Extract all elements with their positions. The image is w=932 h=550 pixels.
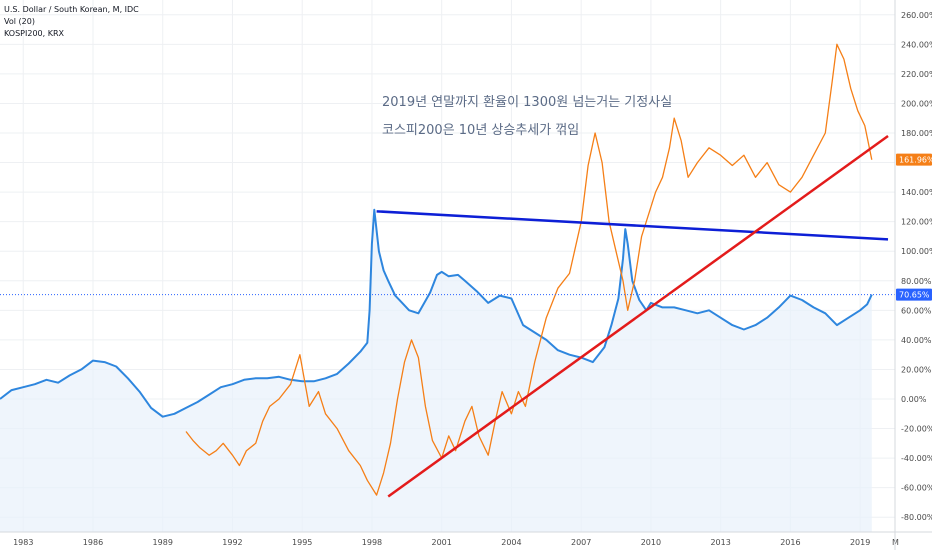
y-tick-label: 0.00% <box>901 395 927 404</box>
red-trendline <box>387 134 889 498</box>
y-tick-label: 20.00% <box>901 365 932 374</box>
area-fill <box>0 209 872 533</box>
y-tick-label: 120.00% <box>901 218 932 227</box>
x-tick-label: 1992 <box>222 538 242 547</box>
y-tick-label: 220.00% <box>901 70 932 79</box>
x-tick-label: 1986 <box>83 538 103 547</box>
annotation-exchange-rate: 2019년 연말까지 환율이 1300원 넘는거는 기정사실 <box>382 95 673 110</box>
y-tick-label: -20.00% <box>901 425 932 434</box>
annotation-kospi: 코스피200은 10년 상승추세가 꺾임 <box>382 123 580 138</box>
legend-item[interactable]: U.S. Dollar / South Korean, M, IDC <box>4 5 139 14</box>
y-tick-label: -80.00% <box>901 513 932 522</box>
last-value-badge <box>896 288 932 301</box>
legend-item[interactable]: KOSPI200, KRX <box>4 29 65 38</box>
series-line-usdkrw <box>0 208 873 418</box>
y-tick-label: 60.00% <box>901 306 932 315</box>
last-value-label: 161.96% <box>899 156 932 165</box>
x-tick-label: 2013 <box>710 538 730 547</box>
y-tick-label: 200.00% <box>901 99 932 108</box>
y-tick-label: 100.00% <box>901 247 932 256</box>
x-tick-label: 1995 <box>292 538 312 547</box>
x-tick-label: 2001 <box>432 538 452 547</box>
x-tick-label: 2007 <box>571 538 591 547</box>
x-tick-label: 1983 <box>13 538 33 547</box>
x-tick-label: 2004 <box>501 538 521 547</box>
x-tick-label: 2016 <box>780 538 800 547</box>
x-tick-label: 1989 <box>153 538 173 547</box>
y-tick-label: 180.00% <box>901 129 932 138</box>
series-area-usdkrw <box>0 209 872 533</box>
y-tick-label: 260.00% <box>901 11 932 20</box>
series-lines <box>0 43 873 496</box>
legend-item[interactable]: Vol (20) <box>4 17 35 26</box>
y-tick-label: -60.00% <box>901 484 932 493</box>
series-line-kospi200 <box>185 43 873 496</box>
y-tick-label: 40.00% <box>901 336 932 345</box>
last-value-badge <box>896 153 932 166</box>
x-tick-label: 2019 <box>850 538 870 547</box>
y-tick-label: 80.00% <box>901 277 932 286</box>
trendlines <box>376 134 889 498</box>
last-value-label: 70.65% <box>899 291 930 300</box>
x-tick-label: 1998 <box>362 538 382 547</box>
x-tick-label: 2010 <box>641 538 661 547</box>
y-tick-label: -40.00% <box>901 454 932 463</box>
y-tick-label: 240.00% <box>901 40 932 49</box>
blue-trendline <box>376 210 889 241</box>
y-tick-label: 140.00% <box>901 188 932 197</box>
legend: U.S. Dollar / South Korean, M, IDC Vol (… <box>4 4 139 40</box>
last-value-badges: 161.96% 70.65% <box>896 153 932 301</box>
